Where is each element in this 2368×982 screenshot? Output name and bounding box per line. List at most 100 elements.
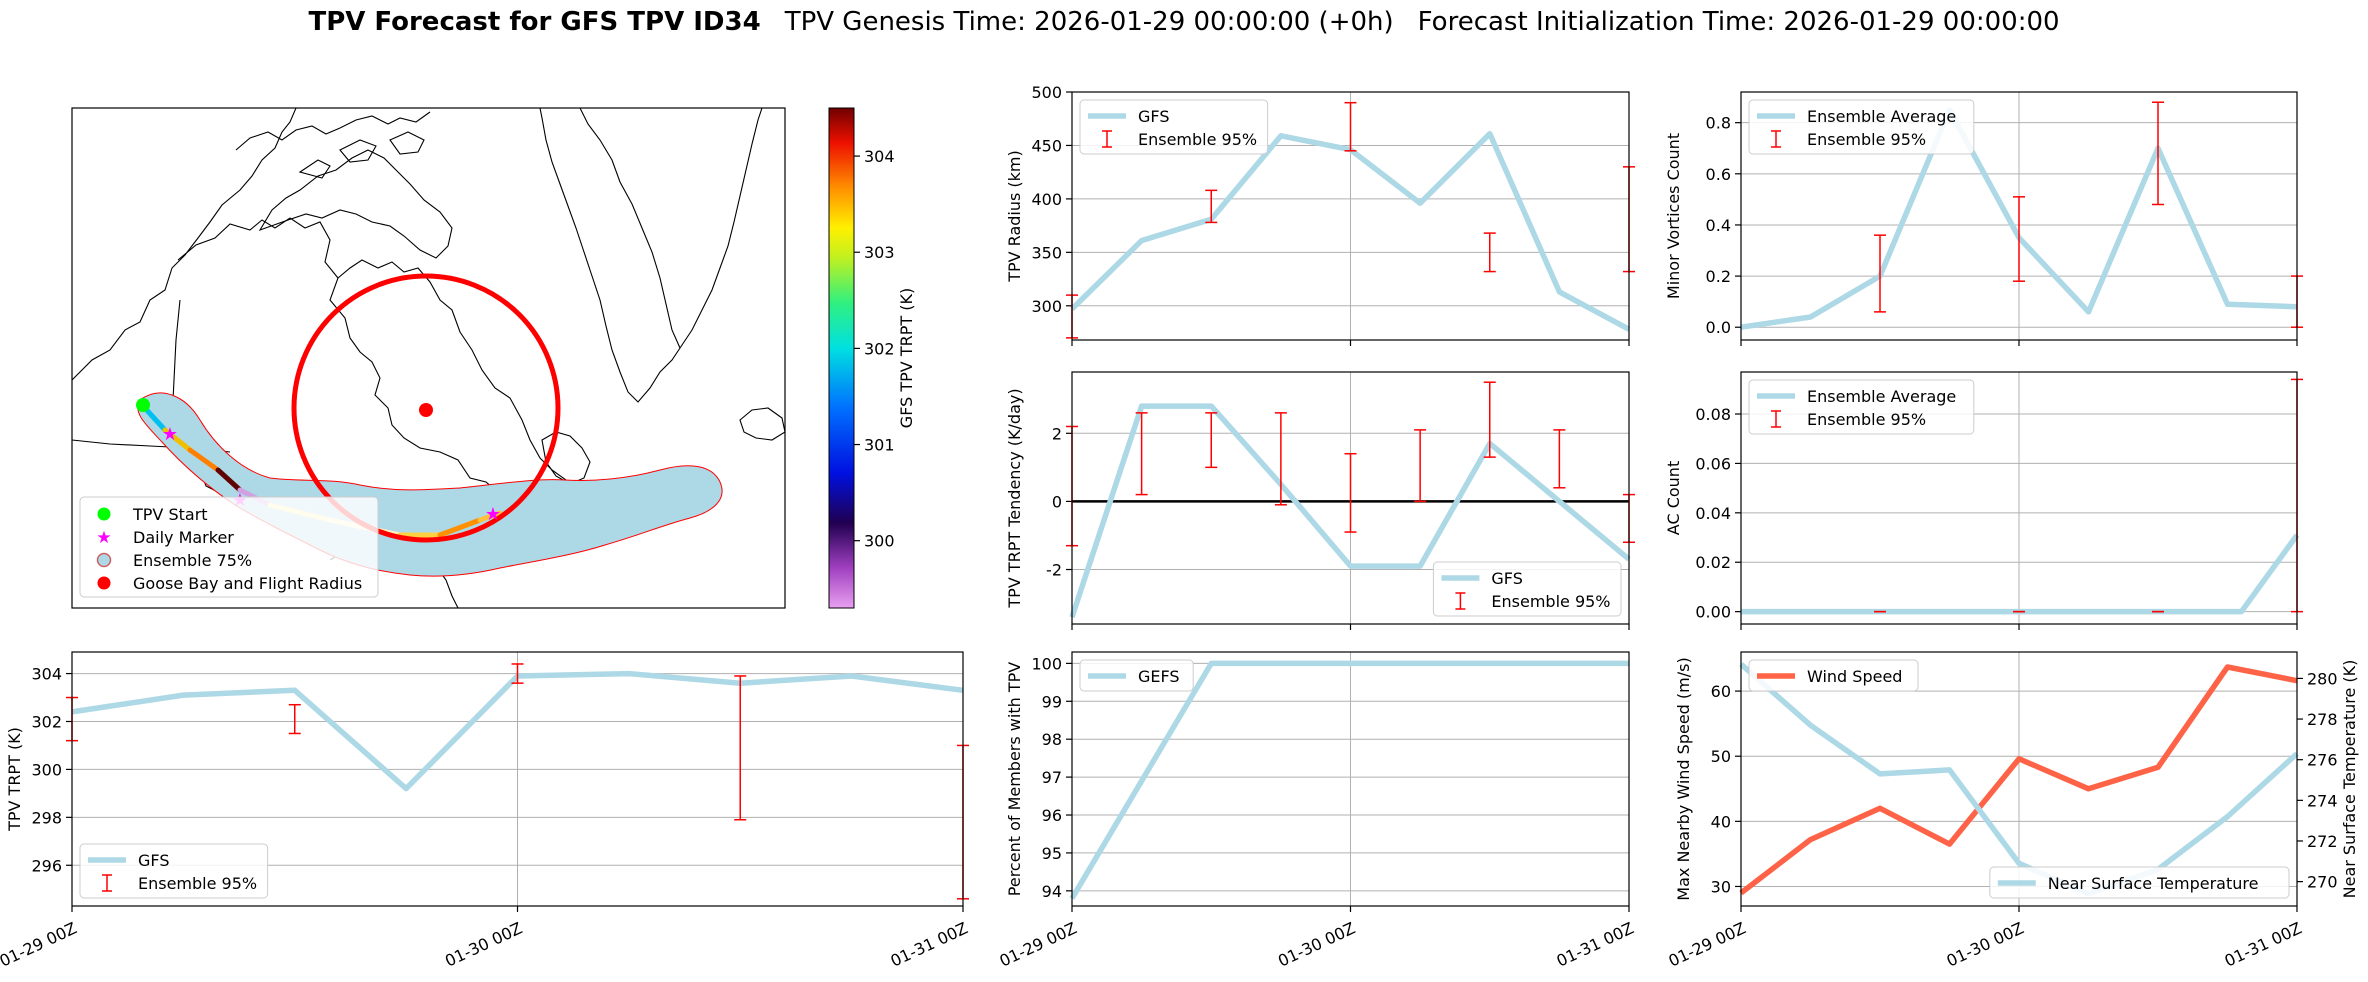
panel-ac-count: 0.00 0.02 0.04 0.06 0.08 AC Count Ensemble Ave… [1664, 371, 2303, 630]
series-line-gfs [1069, 403, 1631, 619]
y-tick-label: -2 [1046, 561, 1062, 580]
y2-tick-label: 272 [2307, 832, 2338, 851]
figure-title: TPV Forecast for GFS TPV ID34 TPV Genesis… [308, 7, 2059, 37]
y-tick-label: 60 [1711, 682, 1731, 701]
y-tick-label: 0.4 [1706, 216, 1731, 235]
y-tick-label: 0.2 [1706, 267, 1731, 286]
series-line-gefs [1069, 660, 1629, 900]
title-bold: TPV Forecast for GFS TPV ID34 [308, 7, 760, 37]
plot-frame [1740, 91, 2298, 341]
legend-label: GEFS [1138, 667, 1180, 686]
init-time: Forecast Initialization Time: 2026-01-29… [1418, 7, 2060, 37]
y-tick-label: 0.6 [1706, 165, 1731, 184]
plot-frame [1740, 371, 2298, 625]
y-tick-label: 300 [1031, 297, 1062, 316]
x-tick-label: 01-30 00Z [442, 918, 525, 970]
legend-box [1748, 379, 1975, 435]
plot-frame [71, 651, 964, 907]
legend-label: Ensemble Average [1807, 107, 1956, 126]
x-tick-label: 01-29 00Z [1666, 918, 1749, 970]
daily-marker-3: ★ [485, 504, 501, 525]
map-coastline-greenland [539, 108, 681, 403]
legend-label: Ensemble 95% [138, 874, 257, 893]
y-tick-label: 0.00 [1695, 603, 1731, 622]
map-coastline-iceland [739, 407, 785, 441]
goose-bay-flight-radius [291, 273, 561, 543]
map-coastline-arctic-islands [235, 111, 431, 179]
legend-daily-label: Daily Marker [133, 528, 234, 547]
y-tick-label: 99 [1042, 692, 1062, 711]
y-axis-label: TPV TRPT (K) [5, 727, 24, 832]
y2-tick-label: 270 [2307, 873, 2338, 892]
series-line-near-surface-temperature [1739, 662, 2299, 897]
goose-bay-marker [419, 403, 433, 417]
legend-box-temperature [1989, 866, 2290, 899]
colorbar-gradient [828, 107, 855, 609]
tpv-start-marker [136, 398, 150, 412]
y-tick-label: 0.0 [1706, 318, 1731, 337]
legend-box [1748, 659, 1919, 692]
y2-tick-label: 278 [2307, 710, 2338, 729]
y-tick-label: 30 [1711, 877, 1731, 896]
legend-box [1748, 99, 1975, 155]
genesis-time: TPV Genesis Time: 2026-01-29 00:00:00 (+… [784, 7, 1394, 37]
x-tick-label: 01-30 00Z [1944, 918, 2027, 970]
x-tick-label: 01-29 00Z [997, 918, 1080, 970]
colorbar-label: GFS TPV TRPT (K) [897, 288, 916, 428]
y2-tick-label: 274 [2307, 791, 2338, 810]
legend-label: GFS [1491, 569, 1522, 588]
legend-label: Ensemble 95% [1807, 410, 1926, 429]
y-tick-label: 0.06 [1695, 454, 1731, 473]
y-tick-label: 302 [31, 712, 62, 731]
legend-label: Ensemble 95% [1138, 130, 1257, 149]
series-line-wind-speed [1739, 664, 2298, 896]
x-tick-label: 01-29 00Z [0, 918, 80, 970]
legend-box [1079, 99, 1269, 155]
legend-ens75-icon [96, 552, 112, 568]
plot-frame [1071, 651, 1630, 907]
legend-start-icon [97, 507, 111, 521]
y-tick-label: 350 [1031, 243, 1062, 262]
y-axis-label: Percent of Members with TPV [1005, 662, 1024, 896]
map-coastline-baffin [258, 149, 453, 259]
y-tick-label: 296 [31, 856, 62, 875]
y-tick-label: 98 [1042, 730, 1062, 749]
x-tick-label: 01-31 00Z [1554, 918, 1637, 970]
legend-goose-icon [97, 576, 111, 590]
y-axis-label: TPV Radius (km) [1005, 150, 1024, 283]
plot-frame [1071, 91, 1630, 341]
x-tick-label: 01-30 00Z [1275, 918, 1358, 970]
plot-frame [1740, 651, 2298, 907]
y-axis-label: Max Nearby Wind Speed (m/s) [1674, 657, 1693, 900]
y2-tick-label: 276 [2307, 751, 2338, 770]
legend-label: GFS [1138, 107, 1169, 126]
legend-label: Wind Speed [1807, 667, 1902, 686]
y-tick-label: 94 [1042, 882, 1062, 901]
colorbar-tick-label: 304 [864, 147, 895, 166]
y-tick-label: 0.08 [1695, 405, 1731, 424]
legend-label: Ensemble 95% [1491, 592, 1610, 611]
colorbar-tick-label: 300 [864, 532, 895, 551]
legend-box [1432, 561, 1622, 617]
y-tick-label: 0.04 [1695, 504, 1731, 523]
y-tick-label: 40 [1711, 812, 1731, 831]
map-panel: ★ ★ ★ TPV Start ★ Daily Marker Ensemble … [71, 107, 786, 609]
y-tick-label: 96 [1042, 806, 1062, 825]
colorbar-tick-label: 301 [864, 436, 895, 455]
y2-axis-label: Near Surface Temperature (K) [2340, 660, 2359, 899]
y-tick-label: 95 [1042, 844, 1062, 863]
map-coastline-labrador [337, 259, 579, 497]
x-tick-label: 01-31 00Z [888, 918, 971, 970]
legend-label: GFS [138, 851, 169, 870]
plot-frame [1071, 371, 1630, 625]
panel-tpv-radius: 300 350 400 450 500 TPV Radius (km) GFS Ensembl… [1005, 83, 1635, 346]
map-coastline-west [72, 108, 297, 381]
legend-goose-label: Goose Bay and Flight Radius [133, 574, 362, 593]
colorbar: 300 301 302 303 304 GFS TPV TRPT (K) [828, 107, 916, 609]
legend-label: Near Surface Temperature [2048, 874, 2259, 893]
y-tick-label: 500 [1031, 83, 1062, 102]
y2-tick-label: 280 [2307, 669, 2338, 688]
x-tick-label: 01-31 00Z [2222, 918, 2305, 970]
colorbar-tick-label: 303 [864, 243, 895, 262]
legend-start-label: TPV Start [132, 505, 208, 524]
